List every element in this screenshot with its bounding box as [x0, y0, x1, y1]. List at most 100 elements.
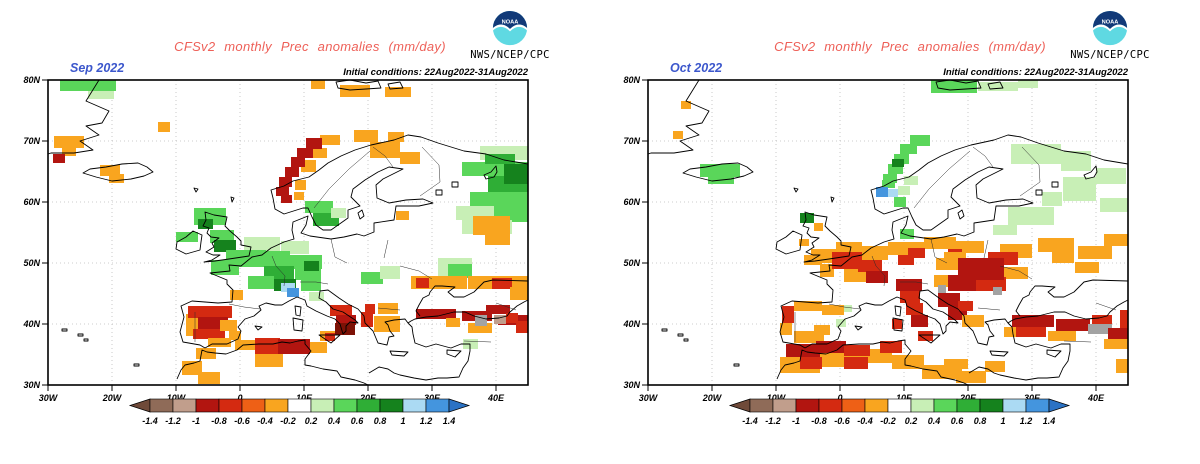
anomaly-cell	[1116, 359, 1128, 373]
anomaly-cell	[60, 80, 116, 91]
anomaly-cell	[281, 283, 295, 292]
colorbar-segment	[887, 398, 912, 413]
colorbar-tick-label: 1	[400, 416, 405, 426]
anomaly-cell	[681, 101, 691, 109]
colorbar-left-arrow	[728, 398, 751, 413]
anomaly-cell	[198, 219, 213, 229]
anomaly-cell	[516, 321, 528, 333]
colorbar-segment	[979, 398, 1004, 413]
anomaly-cell	[485, 234, 510, 245]
colorbar-tick-label: 0.8	[374, 416, 387, 426]
anomaly-cell	[892, 355, 924, 369]
anomaly-cell	[388, 132, 404, 142]
anomaly-cell	[938, 293, 960, 307]
anomaly-cell	[378, 303, 398, 314]
anomaly-cell	[287, 288, 299, 297]
anomaly-cell	[1104, 339, 1128, 349]
colorbar-tick-label: -0.4	[257, 416, 273, 426]
map-frame	[47, 79, 529, 386]
initial-conditions-label: Initial conditions: 22Aug2022-31Aug2022	[343, 67, 528, 78]
noaa-logo: NOAA NWS/NCEP/CPC	[462, 10, 558, 61]
anomaly-cell	[1088, 324, 1112, 334]
coastline	[648, 80, 1128, 385]
anomaly-cell	[310, 342, 327, 353]
anomaly-cell	[230, 290, 243, 300]
anomaly-cell	[900, 229, 914, 239]
anomaly-cell	[908, 248, 925, 258]
anomaly-cell	[876, 187, 888, 197]
anomaly-cell	[794, 301, 822, 311]
anomaly-cell	[385, 87, 411, 97]
anomaly-cell	[814, 223, 823, 231]
anomaly-cell	[494, 315, 506, 324]
anomaly-cell	[295, 180, 306, 190]
anomaly-cell	[700, 164, 740, 177]
anomaly-cell	[1063, 177, 1096, 201]
colorbar-segment	[910, 398, 935, 413]
anomaly-cell	[279, 177, 292, 187]
anomaly-cell	[1092, 315, 1112, 325]
anomaly-cell	[446, 318, 460, 327]
colorbar-segment	[310, 398, 335, 413]
anomaly-cell	[400, 152, 420, 164]
anomaly-cell	[396, 211, 409, 220]
anomaly-cell	[255, 338, 280, 354]
anomaly-cell	[325, 333, 335, 341]
anomaly-cell	[918, 331, 933, 341]
anomaly-cell	[892, 319, 902, 329]
anomaly-cell	[188, 306, 232, 318]
anomaly-cell	[193, 329, 225, 339]
colorbar-tick-label: -1.2	[765, 416, 781, 426]
anomaly-cell	[892, 159, 904, 167]
anomaly-cell	[246, 251, 290, 267]
lat-tick-label: 30N	[623, 380, 640, 390]
anomaly-cell	[306, 138, 322, 149]
map-frame	[647, 79, 1129, 386]
anomaly-cell	[844, 357, 868, 369]
anomaly-cell	[380, 266, 400, 279]
colorbar-tick-label: 1.4	[1043, 416, 1056, 426]
lon-tick-label: 10E	[296, 393, 313, 403]
colorbar-segment	[864, 398, 889, 413]
colorbar-segment	[172, 398, 197, 413]
anomaly-cell	[196, 348, 216, 359]
anomaly-cell	[62, 148, 76, 156]
anomaly-cell	[285, 167, 299, 177]
anomaly-cell	[832, 252, 862, 269]
lon-tick-label: 30E	[424, 393, 441, 403]
lon-tick-label: 20E	[959, 393, 977, 403]
anomaly-cell	[956, 241, 984, 253]
panel-sep-2022: 80N 70N 60N 50N 40N 30N 30W 20W 10W 0 10E 20E 30E 40E…	[22, 10, 558, 426]
anomaly-cell	[898, 186, 910, 195]
colorbar-tick-label: -1.4	[742, 416, 758, 426]
anomaly-cell	[888, 189, 898, 197]
colorbar-segment	[287, 398, 312, 413]
panel-title: CFSv2 monthly Prec anomalies (mm/day)	[774, 39, 1046, 54]
colorbar-segment	[218, 398, 243, 413]
anomaly-cell	[294, 192, 304, 200]
anomaly-cell	[335, 323, 355, 335]
colorbar-tick-label: -0.4	[857, 416, 873, 426]
panel-oct-2022: 80N 70N 60N 50N 40N 30N 30W 20W 10W 0 10E 20E 30E 40E…	[600, 0, 1200, 464]
colorbar-tick-label: -0.2	[280, 416, 296, 426]
anomaly-cell	[510, 287, 528, 300]
anomaly-cell	[1056, 319, 1090, 331]
anomaly-cell	[911, 315, 928, 327]
lat-tick-label: 40N	[22, 319, 40, 329]
anomaly-cell	[894, 197, 906, 207]
anomaly-cell	[309, 292, 324, 301]
anomaly-cell	[978, 82, 1018, 91]
lon-tick-label: 20W	[702, 393, 723, 403]
colorbar-segment	[956, 398, 981, 413]
anomaly-cell	[475, 315, 487, 326]
anomaly-cell	[958, 301, 973, 311]
lon-tick-label: 10E	[896, 393, 913, 403]
anomaly-cell	[800, 213, 814, 223]
anomaly-cell	[470, 192, 528, 206]
lat-tick-label: 80N	[623, 75, 640, 85]
anomaly-cell	[311, 80, 325, 89]
colorbar-tick-label: 1.2	[420, 416, 433, 426]
colorbar-tick-label: -1	[192, 416, 200, 426]
anomaly-cell	[198, 372, 220, 384]
anomaly-cell	[211, 260, 239, 275]
